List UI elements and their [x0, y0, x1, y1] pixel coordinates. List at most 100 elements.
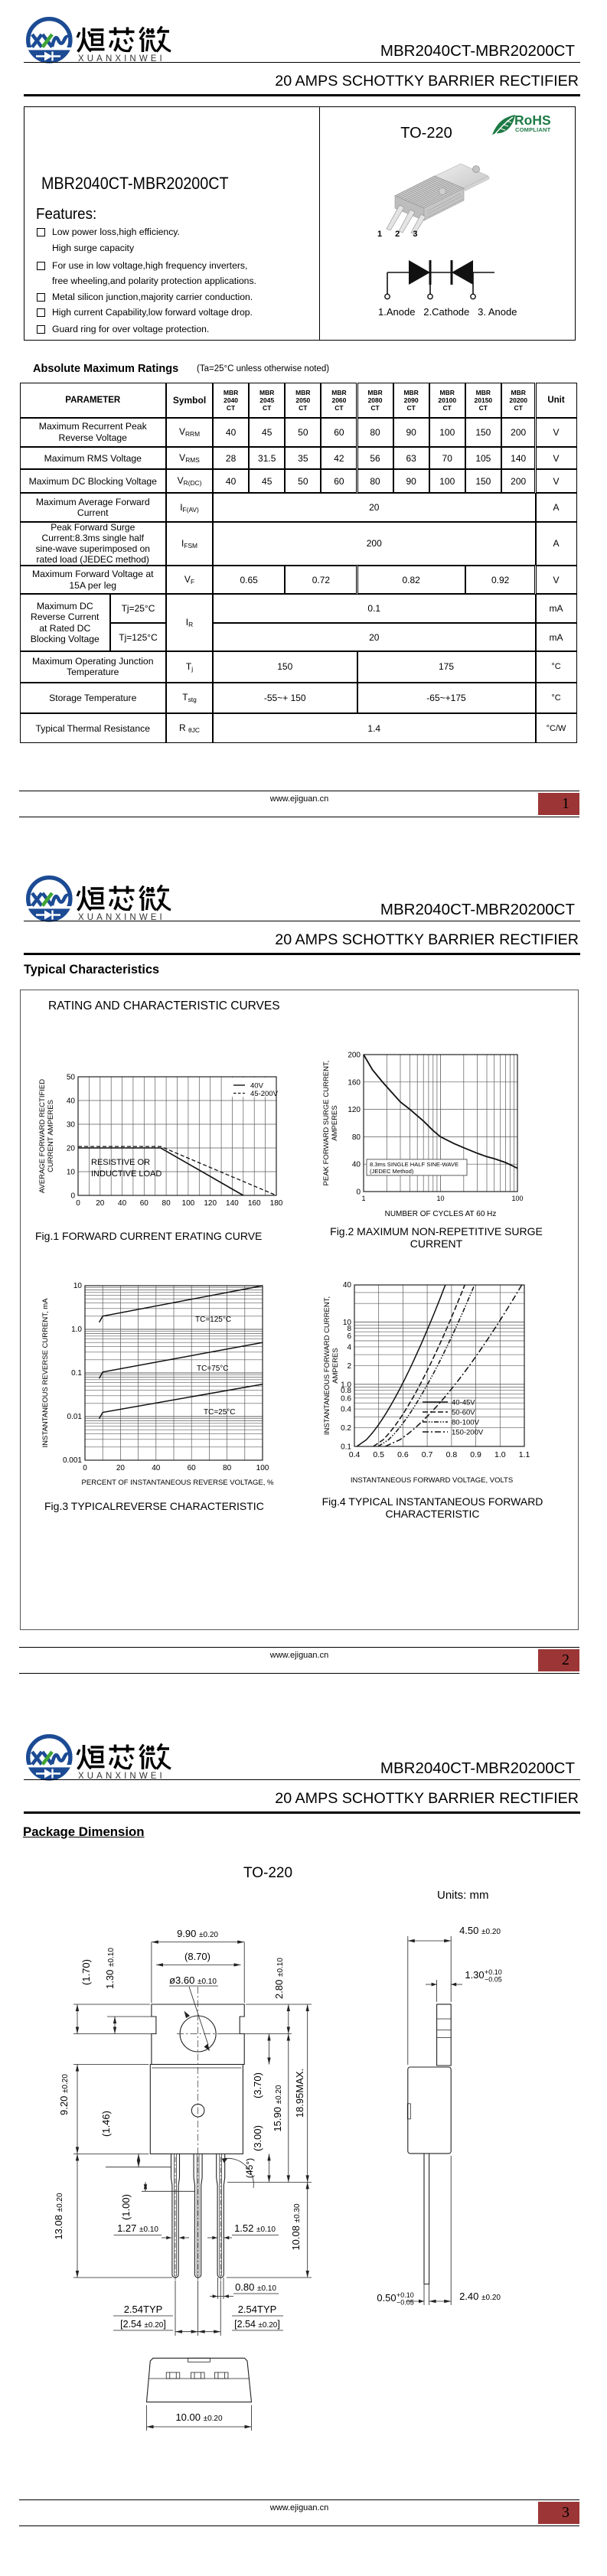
svg-text:80: 80 [162, 1199, 171, 1208]
svg-text:20: 20 [67, 1145, 76, 1153]
svg-text:INDUCTIVE LOAD: INDUCTIVE LOAD [91, 1169, 162, 1179]
svg-text:INSTANTANEOUS FORWARD CURRENT: INSTANTANEOUS FORWARD CURRENT, [323, 1296, 331, 1435]
svg-text:10: 10 [343, 1319, 352, 1327]
svg-text:30: 30 [67, 1121, 76, 1130]
svg-text:2.40 ±0.20: 2.40 ±0.20 [459, 2291, 501, 2302]
svg-text:40-45V: 40-45V [452, 1399, 475, 1407]
svg-text:60: 60 [188, 1464, 197, 1472]
svg-text:1.30 ±0.10: 1.30 ±0.10 [104, 1948, 116, 1989]
svg-text:(8.70): (8.70) [184, 1951, 210, 1962]
svg-text:150-200V: 150-200V [452, 1429, 484, 1437]
svg-text:TC=125°C: TC=125°C [195, 1316, 231, 1324]
svg-text:120: 120 [204, 1199, 217, 1208]
svg-text:PERCENT OF INSTANTANEOUS REVER: PERCENT OF INSTANTANEOUS REVERSE VOLTAGE… [82, 1479, 274, 1487]
svg-text:(45°): (45°) [244, 2158, 255, 2178]
svg-text:40: 40 [352, 1161, 361, 1169]
svg-text:AMPERES: AMPERES [331, 1105, 339, 1140]
svg-text:XUANXINWEI: XUANXINWEI [78, 1772, 165, 1781]
svg-text:80: 80 [352, 1133, 361, 1142]
svg-text:15.90 ±0.20: 15.90 ±0.20 [272, 2085, 283, 2132]
svg-text:2: 2 [347, 1362, 351, 1371]
svg-text:1.27 ±0.10: 1.27 ±0.10 [117, 2222, 158, 2234]
svg-text:1.52 ±0.10: 1.52 ±0.10 [234, 2222, 276, 2234]
svg-text:TC=25°C: TC=25°C [204, 1408, 236, 1417]
svg-text:1.30: 1.30 [465, 1969, 484, 1981]
svg-text:50: 50 [67, 1074, 76, 1082]
svg-text:[2.54 ±0.20]: [2.54 ±0.20] [120, 2319, 166, 2330]
svg-text:40: 40 [343, 1281, 352, 1290]
svg-text:40: 40 [152, 1464, 161, 1472]
svg-text:0: 0 [356, 1189, 361, 1197]
svg-text:(3.70): (3.70) [252, 2072, 263, 2098]
svg-text:1.0: 1.0 [341, 1381, 351, 1389]
svg-text:50-60V: 50-60V [452, 1409, 475, 1417]
svg-text:160: 160 [348, 1078, 361, 1087]
svg-text:40: 40 [118, 1199, 127, 1208]
svg-text:10: 10 [73, 1282, 83, 1290]
svg-text:100: 100 [511, 1195, 523, 1202]
svg-text:0.1: 0.1 [71, 1369, 82, 1378]
svg-text:40V: 40V [250, 1082, 264, 1091]
svg-text:0.7: 0.7 [422, 1450, 433, 1459]
svg-text:0.8: 0.8 [341, 1387, 351, 1395]
svg-text:9.90 ±0.20: 9.90 ±0.20 [177, 1928, 218, 1939]
svg-text:160: 160 [248, 1199, 261, 1208]
svg-text:80: 80 [223, 1464, 232, 1472]
svg-text:(3.00): (3.00) [252, 2125, 263, 2151]
svg-text:10: 10 [436, 1195, 444, 1202]
svg-text:180: 180 [270, 1199, 283, 1208]
svg-text:0.80 ±0.10: 0.80 ±0.10 [235, 2281, 276, 2293]
svg-text:1.0: 1.0 [494, 1450, 506, 1459]
svg-text:CURRENT AMPERES: CURRENT AMPERES [47, 1100, 55, 1172]
svg-text:0.1: 0.1 [341, 1443, 351, 1452]
svg-text:1: 1 [361, 1195, 365, 1202]
svg-text:XUANXINWEI: XUANXINWEI [78, 54, 165, 64]
svg-text:10.00 ±0.20: 10.00 ±0.20 [175, 2411, 223, 2423]
svg-text:0.4: 0.4 [349, 1450, 361, 1459]
svg-text:60: 60 [140, 1199, 149, 1208]
svg-text:13.08 ±0.20: 13.08 ±0.20 [53, 2193, 64, 2240]
svg-text:+0.10: +0.10 [397, 2291, 414, 2299]
svg-text:1.1: 1.1 [519, 1450, 530, 1459]
svg-text:(1.00): (1.00) [120, 2194, 132, 2220]
svg-text:0.01: 0.01 [67, 1413, 83, 1421]
svg-text:INSTANTANEOUS REVERSE CURRENT,: INSTANTANEOUS REVERSE CURRENT, mA [41, 1298, 50, 1448]
svg-text:0.8: 0.8 [446, 1450, 458, 1459]
svg-text:6: 6 [347, 1332, 351, 1341]
svg-text:AMPERES: AMPERES [331, 1348, 340, 1383]
svg-text:(JEDEC Method): (JEDEC Method) [370, 1168, 414, 1175]
svg-text:18.95MAX.: 18.95MAX. [294, 2069, 305, 2118]
svg-text:−0.05: −0.05 [485, 1976, 502, 1984]
svg-text:−0.05: −0.05 [397, 2299, 414, 2307]
svg-text:TC=75°C: TC=75°C [197, 1365, 229, 1373]
svg-text:ø3.60 ±0.10: ø3.60 ±0.10 [169, 1974, 217, 1986]
svg-text:20: 20 [116, 1464, 126, 1472]
svg-text:8: 8 [347, 1325, 351, 1333]
svg-text:1.0: 1.0 [71, 1325, 82, 1334]
svg-text:0.4: 0.4 [341, 1406, 351, 1414]
svg-text:NUMBER OF CYCLES AT 60 Hz: NUMBER OF CYCLES AT 60 Hz [385, 1210, 497, 1218]
svg-text:10.08 ±0.30: 10.08 ±0.30 [290, 2203, 302, 2251]
svg-text:0.9: 0.9 [470, 1450, 481, 1459]
svg-text:120: 120 [348, 1106, 361, 1114]
svg-text:0.6: 0.6 [397, 1450, 409, 1459]
svg-text:(1.46): (1.46) [100, 2111, 112, 2137]
svg-text:9.20 ±0.20: 9.20 ±0.20 [58, 2074, 70, 2115]
svg-text:8.3ms SINGLE HALF SINE-WAVE: 8.3ms SINGLE HALF SINE-WAVE [370, 1161, 459, 1168]
svg-text:10: 10 [67, 1169, 76, 1177]
svg-text:0: 0 [76, 1199, 80, 1208]
svg-text:0: 0 [70, 1192, 75, 1201]
svg-text:40: 40 [67, 1097, 76, 1106]
svg-text:2.54TYP: 2.54TYP [124, 2304, 163, 2315]
svg-text:(1.70): (1.70) [80, 1959, 92, 1985]
svg-text:0: 0 [83, 1464, 87, 1472]
svg-text:200: 200 [348, 1052, 361, 1060]
svg-text:0.001: 0.001 [63, 1456, 82, 1465]
svg-text:100: 100 [182, 1199, 195, 1208]
svg-text:0.5: 0.5 [373, 1450, 384, 1459]
svg-text:[2.54 ±0.20]: [2.54 ±0.20] [234, 2319, 280, 2330]
svg-text:2.80 ±0.10: 2.80 ±0.10 [273, 1958, 285, 1999]
svg-text:0.2: 0.2 [341, 1424, 351, 1433]
svg-text:COMPLIANT: COMPLIANT [515, 126, 551, 133]
svg-text:2.54TYP: 2.54TYP [238, 2304, 277, 2315]
